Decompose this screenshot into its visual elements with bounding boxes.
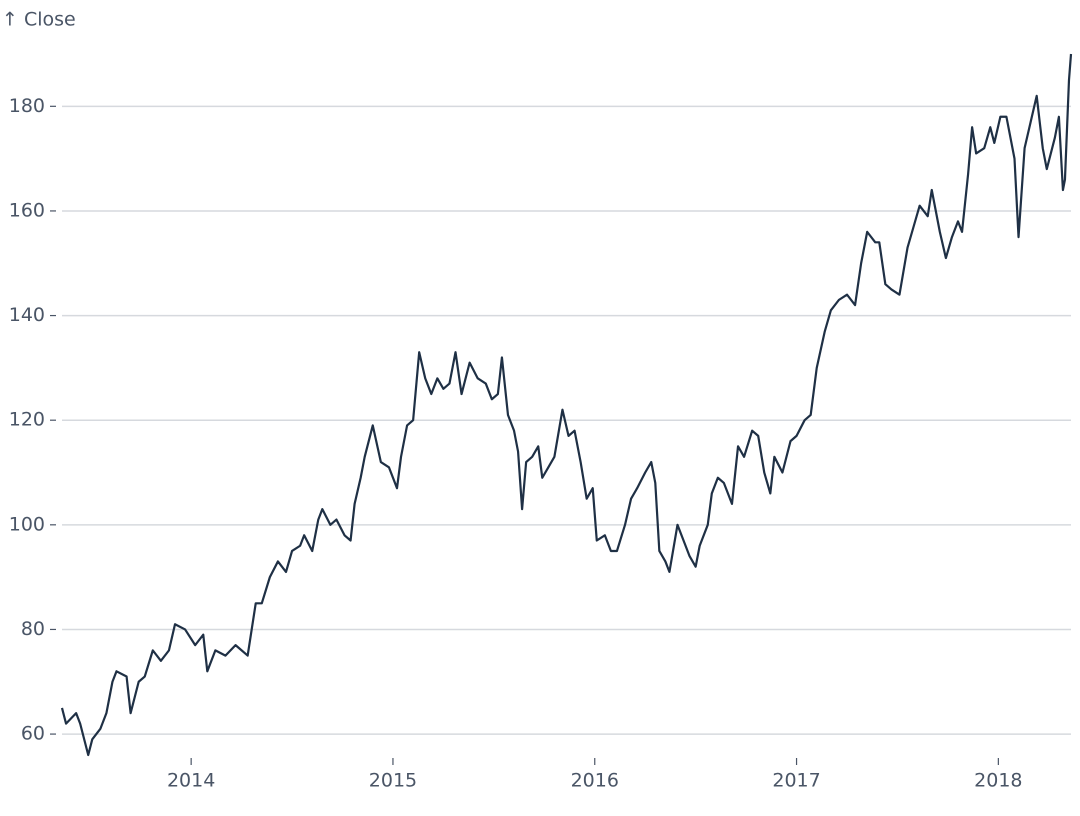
x-tick-label: 2018 xyxy=(974,770,1022,792)
y-tick-label: 60 xyxy=(21,723,45,745)
y-tick-label: 180 xyxy=(9,95,45,117)
y-tick-label: 120 xyxy=(9,409,45,431)
x-tick-label: 2014 xyxy=(167,770,215,792)
x-tick-label: 2016 xyxy=(571,770,619,792)
y-tick-label: 140 xyxy=(9,304,45,326)
y-tick-label: 160 xyxy=(9,199,45,221)
line-series xyxy=(60,53,1073,757)
x-tick-label: 2017 xyxy=(772,770,820,792)
y-tick-label: 100 xyxy=(9,513,45,535)
y-tick-label: 80 xyxy=(21,618,45,640)
y-axis-label: ↑ Close xyxy=(2,9,76,31)
x-tick-label: 2015 xyxy=(369,770,417,792)
